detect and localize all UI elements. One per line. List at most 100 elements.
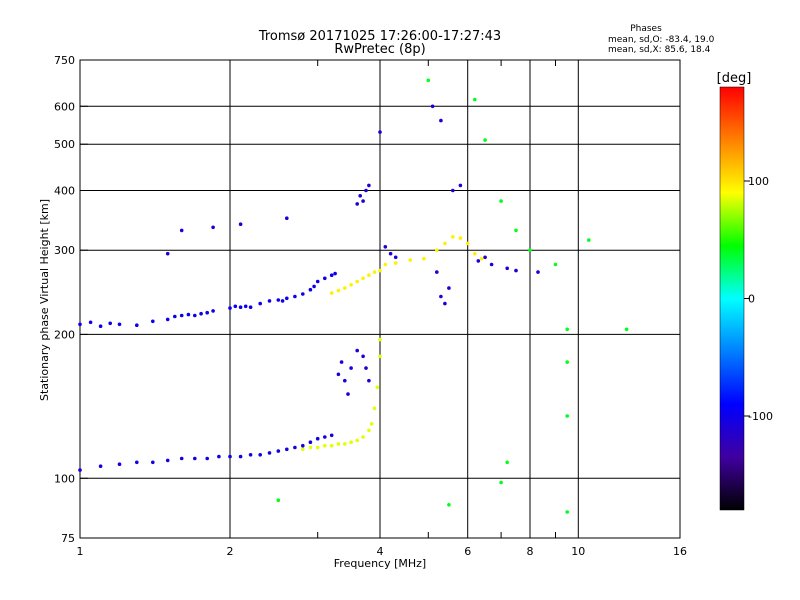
echo-point	[388, 251, 393, 256]
echo-point	[165, 251, 170, 256]
phases-box-line-x: mean, sd,X: 85.6, 18.4	[608, 45, 711, 55]
echo-point	[367, 273, 371, 278]
echo-point	[193, 456, 197, 461]
echo-point	[451, 188, 455, 193]
echo-point	[439, 294, 443, 299]
echo-point	[565, 360, 569, 364]
echo-point	[393, 255, 398, 260]
echo-point	[422, 256, 426, 261]
echo-point	[430, 104, 435, 109]
echo-point	[343, 378, 347, 383]
x-tick-label: 16	[673, 545, 687, 558]
echo-point	[479, 256, 484, 261]
echo-point	[505, 460, 510, 465]
echo-point	[393, 261, 398, 265]
echo-point	[361, 354, 365, 359]
echo-point	[361, 435, 365, 439]
echo-point	[293, 445, 297, 450]
echo-point	[308, 287, 313, 292]
phases-box-line-o: mean, sd,O: -83.4, 19.0	[608, 35, 715, 45]
echo-point	[343, 286, 347, 290]
data-points	[78, 78, 629, 514]
echo-point	[369, 422, 374, 426]
echo-point	[88, 320, 93, 325]
echo-point	[364, 188, 368, 193]
echo-point	[528, 248, 532, 252]
echo-point	[505, 266, 510, 271]
echo-point	[151, 460, 155, 465]
y-tick-label: 75	[61, 532, 75, 545]
echo-point	[98, 464, 103, 469]
echo-point	[447, 286, 451, 290]
echo-point	[451, 235, 455, 239]
echo-point	[372, 270, 377, 274]
echo-point	[293, 294, 297, 299]
x-tick-label: 10	[571, 545, 585, 558]
echo-point	[238, 454, 243, 459]
echo-point	[378, 354, 382, 359]
echo-point	[238, 222, 243, 226]
echo-point	[211, 309, 215, 313]
echo-point	[276, 498, 281, 503]
echo-point	[483, 255, 487, 260]
echo-point	[435, 270, 439, 274]
y-tick-label: 200	[54, 328, 75, 341]
echo-point	[323, 435, 327, 439]
echo-point	[323, 443, 327, 448]
x-axis-label: Frequency [MHz]	[334, 557, 426, 570]
echo-point	[285, 216, 289, 220]
phases-box-title: Phases	[630, 24, 662, 34]
echo-point	[375, 385, 380, 390]
echo-point	[108, 321, 112, 326]
echo-point	[339, 360, 344, 364]
echo-point	[447, 503, 451, 507]
echo-point	[267, 451, 272, 455]
echo-point	[276, 449, 281, 453]
echo-point	[378, 337, 382, 342]
echo-point	[179, 313, 184, 318]
echo-point	[439, 118, 443, 123]
echo-point	[179, 456, 184, 461]
x-tick-label: 8	[527, 545, 534, 558]
echo-point	[98, 324, 103, 329]
echo-point	[355, 202, 360, 206]
y-tick-label: 300	[54, 244, 75, 257]
echo-point	[336, 442, 341, 446]
y-tick-label: 750	[54, 54, 75, 67]
x-tick-label: 4	[377, 545, 384, 558]
echo-point	[285, 447, 289, 452]
echo-point	[426, 78, 431, 83]
echo-point	[435, 248, 439, 252]
echo-point	[248, 305, 253, 310]
echo-point	[193, 313, 197, 318]
echo-point	[378, 268, 382, 273]
echo-point	[355, 438, 360, 443]
echo-point	[285, 296, 289, 301]
echo-point	[117, 462, 122, 467]
echo-point	[173, 314, 177, 319]
echo-point	[443, 241, 447, 246]
echo-point	[315, 279, 320, 284]
echo-point	[323, 276, 327, 281]
echo-point	[624, 327, 629, 332]
echo-point	[476, 259, 481, 263]
chart-subtitle: RwPretec (8p)	[334, 42, 425, 57]
echo-point	[536, 270, 540, 274]
echo-point	[565, 327, 569, 332]
echo-point	[228, 306, 232, 310]
echo-point	[329, 273, 334, 278]
echo-point	[565, 414, 569, 418]
echo-point	[336, 372, 341, 377]
echo-point	[364, 366, 368, 370]
echo-point	[372, 406, 377, 411]
echo-point	[383, 262, 388, 267]
echo-point	[243, 304, 248, 309]
colorbar-tick-label: 0	[748, 293, 755, 306]
echo-point	[333, 271, 337, 276]
echo-point	[514, 268, 518, 273]
echo-point	[346, 392, 350, 396]
echo-point	[383, 245, 388, 249]
x-tick-label: 1	[77, 545, 84, 558]
echo-point	[367, 378, 371, 383]
